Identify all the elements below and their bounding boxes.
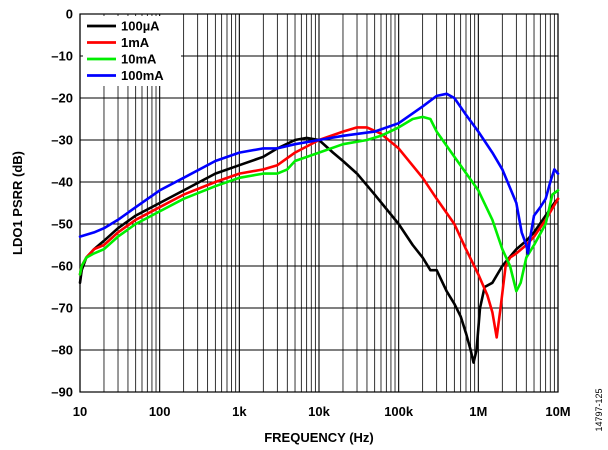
- x-tick-label: 1k: [232, 404, 247, 419]
- y-tick-label: –80: [51, 343, 73, 358]
- plot-frame: [79, 13, 559, 393]
- x-tick-label: 100k: [384, 404, 414, 419]
- y-tick-label: –30: [51, 133, 73, 148]
- x-tick-labels: 10 100 1k 10k 100k 1M 10M: [73, 404, 571, 419]
- legend-label: 100µA: [121, 19, 160, 34]
- y-axis-label: LDO1 PSRR (dB): [10, 151, 25, 255]
- x-tick-label: 1M: [469, 404, 487, 419]
- major-gridlines: [79, 13, 559, 393]
- x-tick-label: 10: [73, 404, 87, 419]
- series-line: [78, 115, 560, 293]
- y-tick-label: –20: [51, 91, 73, 106]
- y-tick-labels: 0 –10 –20 –30 –40 –50 –60 –70 –80 –90: [51, 7, 73, 400]
- y-tick-label: –40: [51, 175, 73, 190]
- y-tick-label: –70: [51, 301, 73, 316]
- legend-label: 1mA: [121, 35, 150, 50]
- y-tick-label: 0: [66, 7, 73, 22]
- y-tick-label: –90: [51, 385, 73, 400]
- y-tick-label: –10: [51, 49, 73, 64]
- x-tick-label: 100: [149, 404, 171, 419]
- series-lines: [78, 92, 560, 364]
- x-tick-label: 10M: [545, 404, 570, 419]
- series-line: [78, 136, 560, 364]
- legend-label: 10mA: [121, 52, 157, 67]
- legend-label: 100mA: [121, 68, 164, 83]
- figure-id: 14797-125: [594, 388, 604, 431]
- y-tick-label: –50: [51, 217, 73, 232]
- x-axis-label: FREQUENCY (Hz): [264, 430, 374, 445]
- series-line: [78, 92, 560, 255]
- x-tick-label: 10k: [308, 404, 330, 419]
- y-tick-label: –60: [51, 259, 73, 274]
